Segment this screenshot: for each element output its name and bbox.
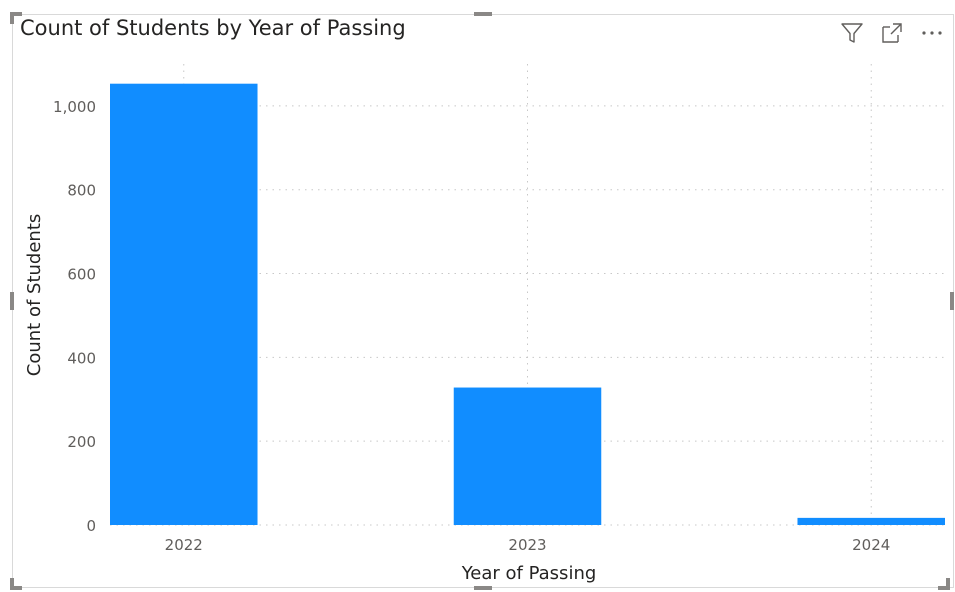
bar-2024[interactable]: [797, 517, 945, 525]
visual-header-icons: [839, 20, 945, 46]
resize-handle-bottom-left-v[interactable]: [10, 578, 14, 590]
filter-icon[interactable]: [839, 20, 865, 46]
x-tick-label: 2024: [852, 536, 890, 554]
resize-handle-bottom[interactable]: [474, 586, 492, 590]
x-axis-ticks: 2022 2023 2024: [165, 536, 891, 554]
bar-2023[interactable]: [453, 387, 602, 525]
y-tick-label: 600: [67, 266, 96, 284]
resize-handle-bottom-right-v[interactable]: [946, 578, 950, 590]
more-options-icon[interactable]: [919, 20, 945, 46]
y-tick-label: 400: [67, 349, 96, 367]
chart-title: Count of Students by Year of Passing: [20, 16, 406, 40]
y-axis-title: Count of Students: [24, 214, 45, 376]
resize-handle-left[interactable]: [10, 292, 14, 310]
resize-handle-top[interactable]: [474, 12, 492, 16]
x-tick-label: 2022: [165, 536, 203, 554]
y-tick-label: 800: [67, 182, 96, 200]
x-tick-label: 2023: [508, 536, 546, 554]
focus-mode-icon[interactable]: [879, 20, 905, 46]
resize-handle-top-left[interactable]: [10, 12, 22, 16]
y-tick-label: 0: [86, 517, 96, 535]
resize-handle-right[interactable]: [950, 292, 954, 310]
x-axis-title: Year of Passing: [461, 563, 597, 584]
resize-handle-bottom-right[interactable]: [938, 586, 950, 590]
resize-handle-top-left-v[interactable]: [10, 12, 14, 24]
y-tick-label: 1,000: [53, 98, 96, 116]
bars: [110, 83, 945, 526]
y-tick-label: 200: [67, 433, 96, 451]
y-axis-ticks: 0 200 400 600 800 1,000: [53, 98, 96, 535]
resize-handle-bottom-left[interactable]: [10, 586, 22, 590]
bar-2022[interactable]: [110, 83, 258, 526]
